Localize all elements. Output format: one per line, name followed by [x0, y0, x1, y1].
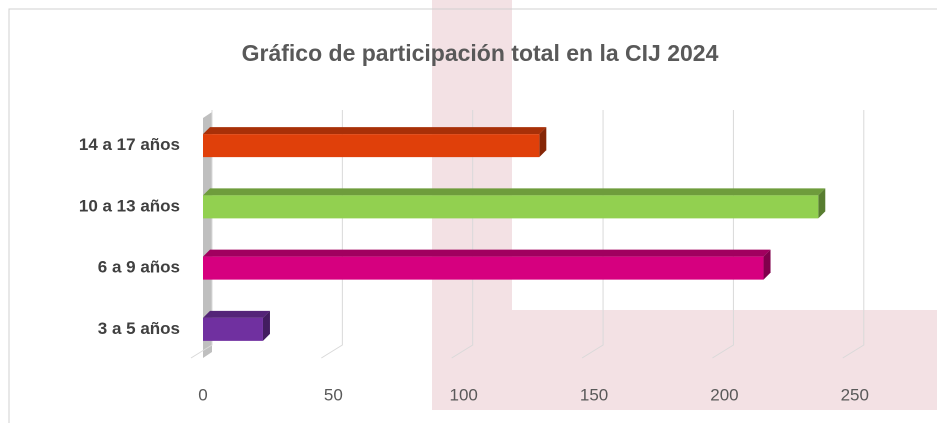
y-tick-label: 3 a 5 años	[98, 319, 180, 338]
bar	[203, 317, 263, 341]
y-tick-label: 6 a 9 años	[98, 258, 180, 277]
bar-side	[763, 249, 771, 280]
y-tick-label: 14 a 17 años	[79, 135, 180, 154]
axis-wall	[203, 112, 212, 358]
x-tick-label: 150	[580, 385, 608, 404]
bar-top	[203, 127, 547, 135]
bar	[203, 134, 540, 158]
chart-border	[8, 8, 937, 428]
bar-side	[262, 310, 270, 341]
x-tick-label: 200	[710, 385, 738, 404]
grid-line	[581, 110, 604, 359]
x-tick-label: 0	[198, 385, 207, 404]
bar	[203, 195, 819, 219]
bar-top	[203, 188, 826, 196]
bar-top	[203, 249, 771, 257]
grid-line	[451, 110, 474, 359]
chart-title: Gráfico de participación total en la CIJ…	[242, 40, 719, 66]
y-tick-label: 10 a 13 años	[79, 196, 180, 215]
grid-line	[321, 110, 343, 359]
x-tick-label: 250	[841, 385, 869, 404]
grid-line	[190, 110, 213, 359]
bar-top	[203, 310, 270, 318]
bar	[203, 256, 764, 280]
bar-side	[539, 127, 547, 158]
grid-line	[712, 110, 734, 359]
bar-side	[818, 188, 826, 219]
grid-line	[842, 110, 865, 359]
watermark	[432, 0, 937, 410]
x-tick-label: 50	[324, 385, 343, 404]
x-tick-label: 100	[450, 385, 478, 404]
